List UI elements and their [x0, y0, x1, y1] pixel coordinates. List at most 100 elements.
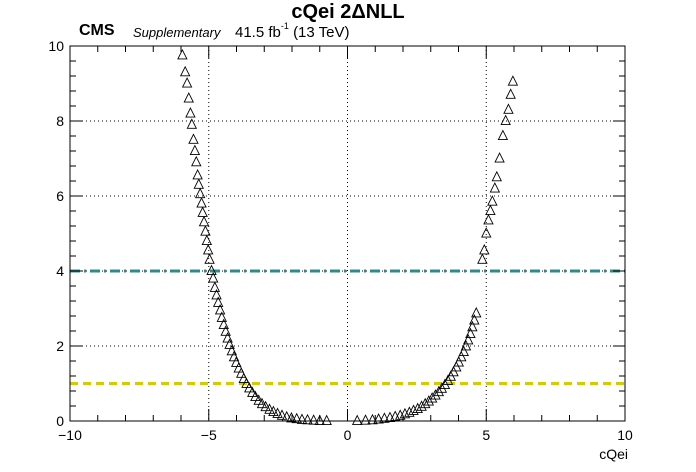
data-point: [412, 402, 423, 414]
data-point: [505, 88, 516, 99]
data-point: [296, 413, 308, 424]
data-point: [462, 333, 474, 345]
data-point: [500, 114, 511, 126]
data-point: [201, 234, 213, 246]
data-point: [192, 168, 203, 180]
data-point: [226, 344, 238, 356]
data-point: [253, 394, 264, 405]
data-point: [211, 288, 222, 300]
data-point: [453, 356, 465, 367]
x-tick-label: −10: [58, 427, 82, 443]
data-point: [244, 381, 255, 393]
luminosity-exponent: -1: [280, 21, 289, 31]
data-point: [250, 390, 261, 402]
data-point: [465, 327, 476, 339]
y-tick-label: 10: [48, 38, 64, 54]
data-point: [241, 377, 252, 388]
tick-labels: −10 −5 0 5 10 0 2 4 6 8 10: [48, 38, 633, 443]
x-axis-label: cQei: [599, 446, 628, 462]
data-points: [177, 48, 519, 426]
data-point: [489, 182, 501, 193]
x-tick-label: 10: [617, 427, 633, 443]
data-point: [276, 409, 288, 420]
data-point: [186, 118, 198, 129]
y-tick-label: 2: [56, 338, 64, 354]
data-point: [433, 385, 445, 397]
data-point: [218, 318, 229, 330]
data-point: [408, 404, 419, 415]
data-point: [471, 306, 482, 318]
data-point: [491, 170, 503, 182]
y-tick-label: 6: [56, 188, 64, 204]
data-point: [188, 133, 199, 144]
y-tick-label: 4: [56, 263, 64, 279]
data-point: [360, 414, 371, 425]
data-point: [373, 413, 384, 424]
data-point: [224, 338, 235, 349]
energy-label: (13 TeV): [293, 24, 350, 41]
data-point: [212, 296, 224, 307]
data-point: [177, 48, 188, 60]
data-point: [197, 206, 208, 217]
data-point: [469, 314, 480, 325]
y-tick-label: 8: [56, 113, 64, 129]
data-point: [460, 339, 472, 351]
data-point: [202, 243, 214, 255]
data-point: [194, 187, 206, 199]
data-point: [423, 395, 435, 406]
data-point: [183, 92, 194, 103]
data-point: [456, 350, 467, 362]
data-point: [321, 414, 332, 426]
data-point: [419, 397, 431, 409]
data-point: [416, 400, 427, 411]
data-point: [204, 253, 215, 264]
luminosity-label: 41.5 fb-1 (13 TeV): [235, 21, 350, 41]
data-point: [235, 367, 247, 378]
data-point: [216, 311, 228, 322]
data-point: [189, 144, 201, 156]
data-point: [399, 407, 411, 419]
data-point: [220, 325, 231, 336]
data-point: [206, 264, 217, 276]
data-point: [507, 75, 519, 86]
data-point: [458, 345, 470, 357]
data-point: [185, 107, 196, 118]
data-point: [264, 403, 275, 414]
data-point: [200, 225, 211, 236]
data-point: [214, 303, 226, 315]
data-point: [379, 412, 390, 423]
data-point: [430, 389, 441, 400]
data-point: [351, 414, 363, 426]
data-point: [426, 392, 438, 403]
data-point: [477, 253, 488, 264]
data-point: [230, 356, 242, 367]
data-point: [196, 197, 207, 208]
data-point: [394, 409, 406, 420]
data-point: [198, 215, 210, 227]
data-point: [233, 362, 244, 373]
data-point: [436, 382, 448, 393]
data-point: [193, 178, 204, 189]
data-point: [222, 332, 233, 343]
grid-lines: [69, 45, 626, 422]
axis-ticks: [69, 45, 626, 422]
data-point: [228, 350, 240, 362]
y-tick-label: 0: [56, 413, 64, 429]
data-point: [494, 152, 505, 163]
data-point: [367, 413, 378, 425]
data-point: [291, 412, 302, 424]
data-point: [481, 227, 492, 238]
data-point: [467, 320, 478, 332]
data-point: [497, 129, 509, 141]
data-point: [483, 213, 494, 225]
data-point: [191, 155, 202, 167]
reference-lines: [70, 269, 625, 385]
x-tick-label: 5: [482, 427, 490, 443]
data-point: [302, 413, 313, 425]
data-point: [181, 77, 193, 88]
data-point: [286, 411, 297, 423]
x-tick-label: 0: [344, 427, 352, 443]
data-point: [247, 386, 258, 397]
